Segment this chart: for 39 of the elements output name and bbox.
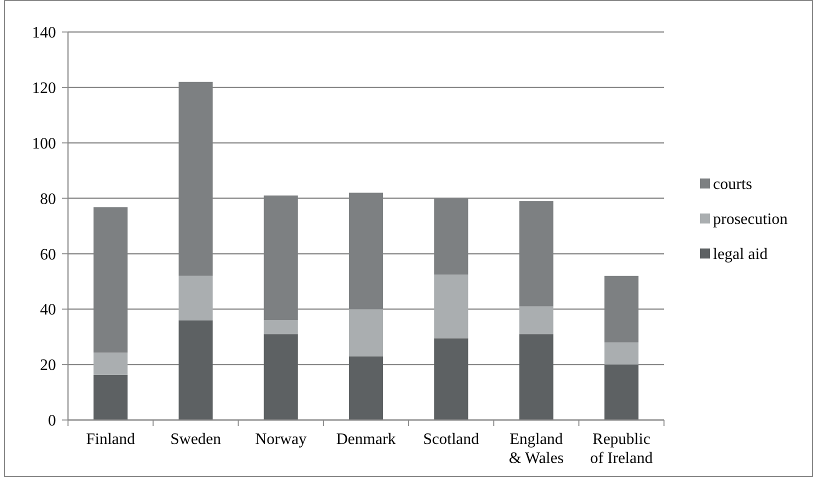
- bar: [434, 338, 468, 420]
- y-tick-label: 0: [48, 412, 56, 430]
- bar: [434, 198, 468, 274]
- bar: [348, 192, 384, 310]
- y-tick-label: 140: [32, 24, 56, 42]
- legend-label: prosecution: [713, 211, 788, 228]
- bar: [604, 342, 638, 365]
- x-tick-label: Finland: [86, 431, 136, 448]
- x-tick-label: England & Wales: [508, 431, 564, 467]
- x-tick-label: Republic of Ireland: [590, 431, 653, 467]
- legend-label: legal aid: [713, 246, 768, 264]
- bar: [519, 201, 554, 306]
- x-tick-label: Norway: [255, 431, 307, 448]
- bar: [264, 320, 298, 334]
- bar: [519, 306, 554, 334]
- bar: [264, 196, 298, 320]
- bar: [178, 276, 213, 320]
- y-tick-label: 80: [40, 190, 56, 208]
- bar: [178, 320, 213, 420]
- bar: [519, 334, 554, 420]
- x-tick-label: Scotland: [423, 431, 480, 448]
- bar: [604, 276, 638, 342]
- bar: [348, 309, 384, 356]
- bar: [94, 352, 128, 375]
- y-tick-label: 100: [32, 135, 56, 152]
- x-tick-label: Denmark: [336, 431, 396, 448]
- y-tick-label: 20: [40, 357, 56, 374]
- x-tick-label: Sweden: [170, 431, 222, 448]
- bar: [264, 334, 298, 420]
- bar: [178, 82, 213, 276]
- y-tick-label: 60: [40, 246, 56, 264]
- bar: [604, 364, 638, 420]
- bar: [434, 274, 468, 338]
- bar: [348, 356, 384, 420]
- bar: [94, 207, 128, 353]
- bar: [94, 374, 128, 420]
- y-tick-label: 120: [32, 80, 56, 98]
- legend-label: courts: [713, 176, 752, 194]
- y-tick-label: 40: [40, 302, 56, 319]
